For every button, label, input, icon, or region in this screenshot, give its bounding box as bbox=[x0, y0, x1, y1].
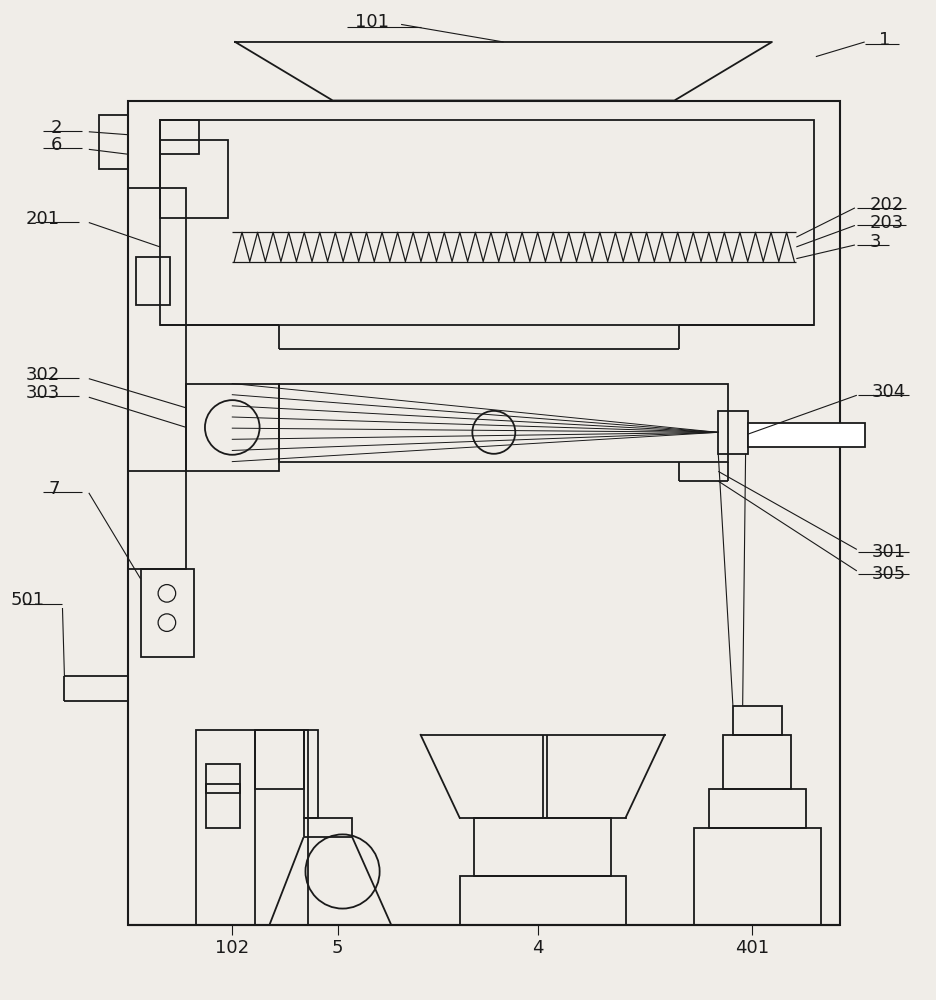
Bar bbox=[136, 257, 169, 305]
Bar bbox=[748, 423, 865, 447]
Bar bbox=[128, 188, 186, 569]
Bar bbox=[255, 730, 303, 789]
Bar bbox=[197, 730, 308, 925]
Text: 4: 4 bbox=[532, 939, 544, 957]
Bar bbox=[206, 764, 240, 793]
Text: 301: 301 bbox=[871, 543, 906, 561]
Text: 304: 304 bbox=[871, 383, 906, 401]
Bar bbox=[140, 569, 194, 657]
Text: 401: 401 bbox=[736, 939, 769, 957]
Text: 5: 5 bbox=[332, 939, 344, 957]
Text: 2: 2 bbox=[51, 119, 63, 137]
Text: 305: 305 bbox=[871, 565, 906, 583]
Text: 7: 7 bbox=[48, 480, 60, 498]
Text: 501: 501 bbox=[11, 591, 45, 609]
Text: 101: 101 bbox=[355, 13, 388, 31]
Bar bbox=[206, 784, 240, 828]
Text: 102: 102 bbox=[215, 939, 249, 957]
Bar bbox=[279, 384, 728, 462]
Bar bbox=[303, 730, 318, 818]
Bar bbox=[724, 735, 792, 789]
Bar bbox=[718, 411, 748, 454]
Bar bbox=[160, 120, 199, 154]
Bar bbox=[475, 818, 611, 876]
Text: 203: 203 bbox=[870, 214, 904, 232]
Bar bbox=[98, 115, 128, 169]
Text: 3: 3 bbox=[870, 233, 881, 251]
Bar bbox=[160, 140, 228, 218]
Bar bbox=[694, 828, 821, 925]
Bar bbox=[733, 706, 782, 735]
Bar bbox=[160, 120, 814, 325]
Text: 201: 201 bbox=[25, 210, 60, 228]
Bar bbox=[186, 384, 279, 471]
Text: 202: 202 bbox=[870, 196, 904, 214]
Bar bbox=[128, 101, 841, 925]
Bar bbox=[460, 876, 625, 925]
Bar bbox=[303, 818, 352, 837]
Text: 1: 1 bbox=[879, 31, 891, 49]
Text: 303: 303 bbox=[25, 384, 60, 402]
Text: 6: 6 bbox=[51, 136, 63, 154]
Text: 302: 302 bbox=[25, 366, 60, 384]
Bar bbox=[709, 789, 806, 828]
